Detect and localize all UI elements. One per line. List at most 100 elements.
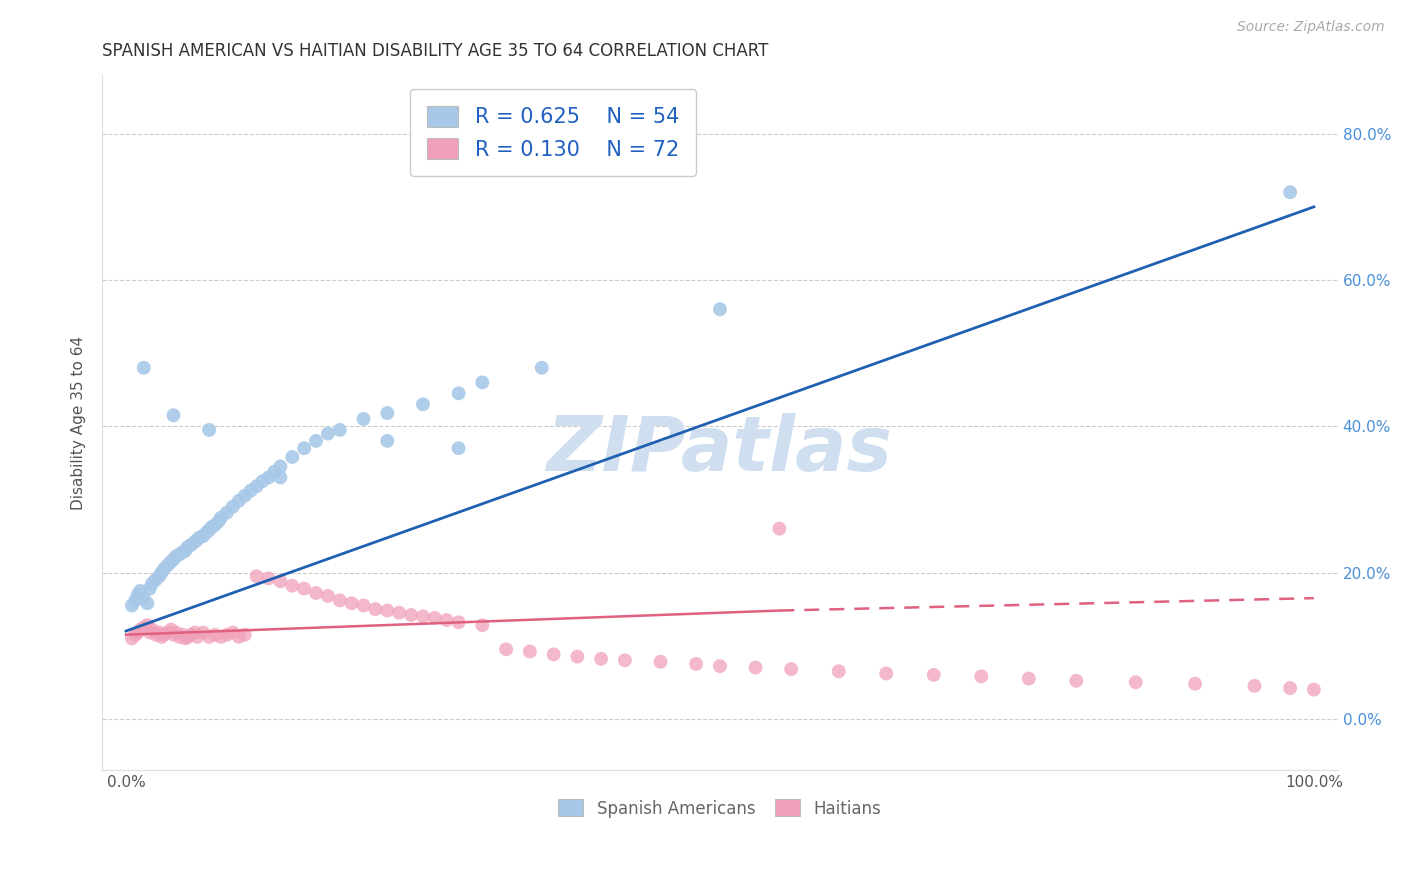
Point bbox=[198, 630, 221, 644]
Point bbox=[970, 669, 993, 683]
Point bbox=[768, 522, 790, 536]
Point bbox=[228, 630, 250, 644]
Point bbox=[215, 506, 238, 520]
Point bbox=[613, 653, 636, 667]
Point bbox=[180, 628, 202, 642]
Point bbox=[200, 520, 222, 534]
Point bbox=[1018, 672, 1040, 686]
Point bbox=[124, 628, 146, 642]
Point bbox=[204, 518, 226, 533]
Point bbox=[124, 593, 146, 607]
Point bbox=[177, 540, 200, 554]
Point bbox=[495, 642, 517, 657]
Point bbox=[222, 625, 245, 640]
Legend: Spanish Americans, Haitians: Spanish Americans, Haitians bbox=[551, 793, 889, 824]
Point bbox=[153, 562, 176, 576]
Point bbox=[145, 573, 167, 587]
Point bbox=[375, 406, 398, 420]
Point bbox=[186, 630, 208, 644]
Point bbox=[519, 644, 541, 658]
Text: Source: ZipAtlas.com: Source: ZipAtlas.com bbox=[1237, 20, 1385, 34]
Point bbox=[246, 479, 269, 493]
Point bbox=[150, 566, 173, 580]
Point bbox=[281, 579, 304, 593]
Point bbox=[292, 441, 315, 455]
Point bbox=[233, 489, 256, 503]
Point bbox=[204, 628, 226, 642]
Point bbox=[228, 493, 250, 508]
Point bbox=[650, 655, 672, 669]
Point bbox=[1066, 673, 1088, 688]
Point bbox=[471, 618, 494, 632]
Point bbox=[121, 599, 143, 613]
Point bbox=[184, 534, 207, 549]
Point bbox=[127, 625, 149, 640]
Point bbox=[353, 412, 375, 426]
Point bbox=[172, 628, 194, 642]
Point bbox=[162, 552, 184, 566]
Point bbox=[153, 628, 176, 642]
Point bbox=[252, 474, 274, 488]
Point bbox=[257, 470, 280, 484]
Point bbox=[447, 615, 470, 630]
Point bbox=[257, 571, 280, 585]
Point bbox=[129, 623, 152, 637]
Point bbox=[148, 569, 170, 583]
Point bbox=[198, 423, 221, 437]
Point bbox=[316, 426, 339, 441]
Point bbox=[364, 602, 387, 616]
Point bbox=[195, 525, 218, 540]
Point bbox=[305, 434, 328, 448]
Point bbox=[136, 618, 159, 632]
Point bbox=[340, 596, 363, 610]
Point bbox=[162, 409, 184, 423]
Point bbox=[412, 609, 434, 624]
Point bbox=[246, 569, 269, 583]
Point bbox=[530, 360, 553, 375]
Y-axis label: Disability Age 35 to 64: Disability Age 35 to 64 bbox=[72, 335, 86, 509]
Point bbox=[375, 434, 398, 448]
Point bbox=[132, 620, 155, 634]
Point bbox=[121, 632, 143, 646]
Point bbox=[186, 533, 208, 547]
Point bbox=[169, 630, 191, 644]
Point bbox=[209, 510, 232, 524]
Point bbox=[239, 483, 262, 498]
Point bbox=[281, 450, 304, 464]
Point bbox=[269, 470, 291, 484]
Point bbox=[471, 376, 494, 390]
Point bbox=[136, 596, 159, 610]
Point bbox=[138, 625, 160, 640]
Point bbox=[543, 648, 565, 662]
Point bbox=[222, 500, 245, 514]
Point bbox=[233, 628, 256, 642]
Point bbox=[132, 360, 155, 375]
Point bbox=[141, 576, 163, 591]
Point bbox=[148, 625, 170, 640]
Point bbox=[207, 514, 229, 528]
Point bbox=[828, 665, 851, 679]
Point bbox=[165, 549, 187, 564]
Point bbox=[292, 582, 315, 596]
Point bbox=[269, 574, 291, 589]
Point bbox=[129, 583, 152, 598]
Point bbox=[215, 628, 238, 642]
Point bbox=[922, 668, 945, 682]
Point bbox=[127, 587, 149, 601]
Point bbox=[709, 659, 731, 673]
Point bbox=[269, 459, 291, 474]
Point bbox=[1243, 679, 1265, 693]
Point bbox=[160, 555, 183, 569]
Point bbox=[209, 630, 232, 644]
Point bbox=[193, 529, 215, 543]
Text: ZIPatlas: ZIPatlas bbox=[547, 413, 893, 487]
Point bbox=[1279, 185, 1302, 199]
Point bbox=[329, 593, 352, 607]
Point bbox=[685, 657, 707, 671]
Point bbox=[174, 543, 197, 558]
Point bbox=[177, 630, 200, 644]
Point bbox=[744, 660, 766, 674]
Point bbox=[875, 666, 897, 681]
Point bbox=[1302, 682, 1324, 697]
Point bbox=[184, 625, 207, 640]
